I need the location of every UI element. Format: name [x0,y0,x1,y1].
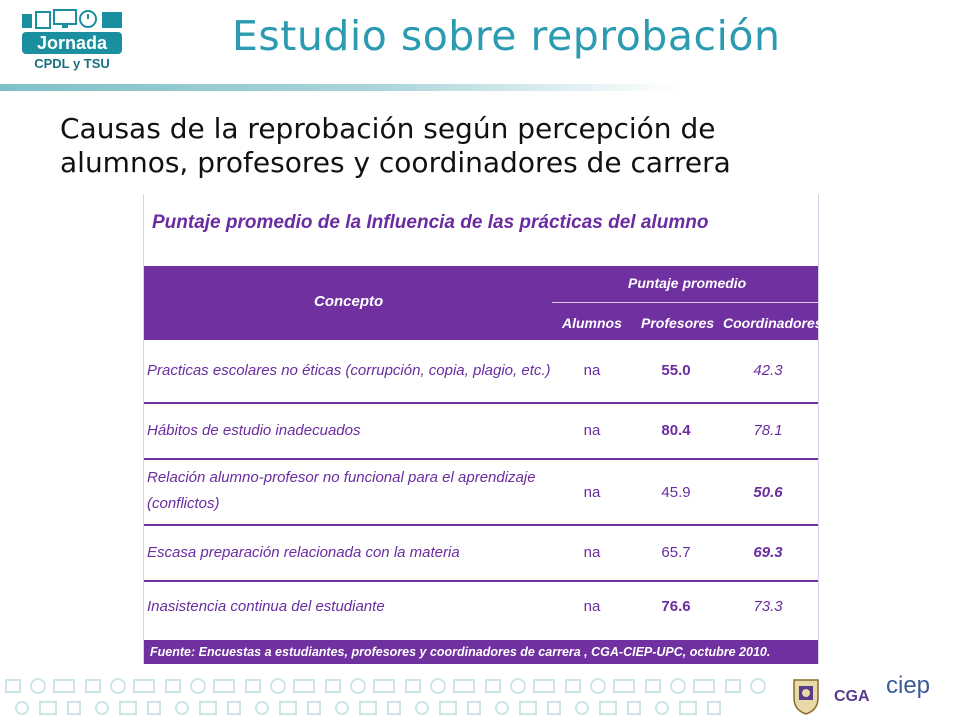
row-alumnos: na [583,484,601,501]
row-profesores: 45.9 [661,484,691,501]
row-profesores: 80.4 [661,422,691,439]
row-concepto: Relación alumno-profesor no funcional pa… [147,469,536,512]
logo-word: Jornada [22,32,122,54]
subtitle-line-1: Causas de la reprobación según percepció… [60,112,716,145]
row-coordinadores: 42.3 [753,362,783,379]
table-row: Practicas escolares no éticas (corrupció… [144,340,818,404]
header-puntaje-promedio: Puntaje promedio [628,275,747,291]
row-coordinadores: 73.3 [753,598,783,615]
title-divider [0,84,680,91]
table-row: Escasa preparación relacionada con la ma… [144,526,818,582]
table-source-footer: Fuente: Encuestas a estudiantes, profeso… [144,640,818,664]
row-concepto: Practicas escolares no éticas (corrupció… [147,362,551,379]
row-coordinadores: 50.6 [753,484,783,501]
header-alumnos: Alumnos [562,315,622,331]
logo-subtitle: CPDL y TSU [34,56,110,71]
table-header [144,266,818,340]
table-row: Relación alumno-profesor no funcional pa… [144,460,818,526]
table-heading: Puntaje promedio de la Influencia de las… [152,212,709,233]
row-profesores: 76.6 [661,598,691,615]
header-divider [552,302,818,303]
logo-icons [22,9,122,29]
row-concepto: Inasistencia continua del estudiante [147,598,385,615]
row-profesores: 65.7 [661,544,691,561]
subtitle-line-2: alumnos, profesores y coordinadores de c… [60,146,731,179]
slide-subtitle: Causas de la reprobación según percepció… [60,112,920,180]
row-coordinadores: 78.1 [753,422,783,439]
header-profesores: Profesores [641,315,715,331]
cga-logo: CGA [834,688,870,705]
university-crest-icon [793,679,819,715]
header-coordinadores: Coordinadores [723,315,823,331]
row-alumnos: na [583,544,601,561]
row-alumnos: na [583,422,601,439]
header-concepto: Concepto [314,293,384,310]
table-row: Inasistencia continua del estudiante na … [144,582,818,634]
row-coordinadores: 69.3 [753,544,783,561]
row-concepto: Hábitos de estudio inadecuados [147,422,361,439]
scores-table: Puntaje promedio de la Influencia de las… [143,194,823,664]
row-alumnos: na [583,598,601,615]
decorative-pattern [5,678,766,715]
row-profesores: 55.0 [661,362,691,379]
row-concepto: Escasa preparación relacionada con la ma… [147,544,460,561]
table-row: Hábitos de estudio inadecuados na 80.4 7… [144,404,818,460]
row-alumnos: na [583,362,601,379]
partner-logos: CGA ciep [782,672,952,720]
ciep-logo: ciep [886,672,931,699]
slide-title: Estudio sobre reprobación [232,12,781,60]
jornada-logo: Jornada CPDL y TSU [20,8,126,72]
